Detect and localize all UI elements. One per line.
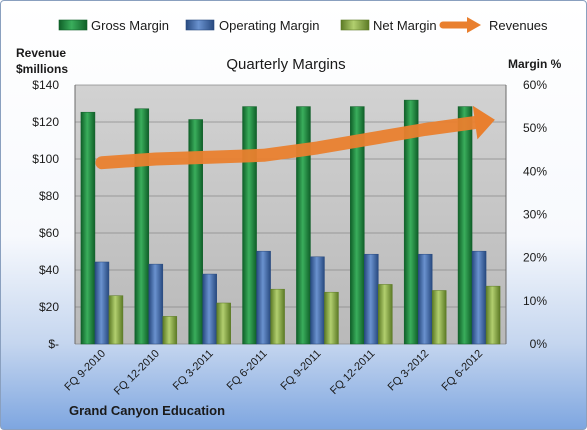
x-tick-label: FQ 12-2011 — [328, 348, 377, 397]
left-axis-ticks: $- $20 $40 $60 $80 $100 $120 $140 — [32, 78, 59, 351]
left-axis-title-line2: $millions — [16, 62, 68, 76]
left-axis-title-line1: Revenue — [16, 46, 66, 60]
gross-margin-bar — [296, 106, 311, 345]
gross-margin-bar — [350, 106, 365, 345]
legend-label: Operating Margin — [219, 18, 319, 33]
left-tick-label: $20 — [39, 300, 59, 314]
right-tick-label: 30% — [523, 208, 547, 222]
legend-item-revenues: Revenues — [439, 17, 548, 33]
legend-label: Revenues — [489, 18, 548, 33]
x-tick-label: FQ 6-2011 — [225, 348, 270, 393]
right-tick-label: 40% — [523, 164, 547, 178]
gross-margin-bar — [188, 119, 203, 345]
x-tick-label: FQ 6-2012 — [440, 348, 486, 394]
legend-label: Gross Margin — [91, 18, 169, 33]
operating-margin-bar — [94, 261, 110, 345]
net-margin-bar — [324, 291, 339, 345]
net-margin-bar — [216, 302, 231, 345]
right-tick-label: 10% — [523, 294, 547, 308]
right-tick-label: 60% — [523, 78, 547, 92]
net-margin-bar — [485, 285, 501, 345]
operating-margin-bar — [471, 250, 487, 345]
company-name: Grand Canyon Education — [69, 403, 225, 418]
right-axis-ticks: 0% 10% 20% 30% 40% 50% 60% — [523, 78, 547, 351]
operating-margin-bar — [148, 263, 164, 345]
revenue-series — [95, 105, 495, 170]
operating-margin-bar — [364, 253, 379, 345]
left-tick-label: $60 — [39, 226, 59, 240]
legend: Gross Margin Operating Margin Net Margin… — [58, 17, 548, 33]
legend-label: Net Margin — [373, 18, 437, 33]
operating-margin-bar — [310, 256, 325, 345]
x-tick-label: FQ 3-2011 — [171, 348, 216, 393]
right-tick-label: 50% — [523, 121, 547, 135]
bars — [80, 99, 501, 345]
net-margin-bar — [108, 295, 124, 345]
revenues-arrowhead — [472, 105, 495, 140]
left-tick-label: $120 — [32, 115, 59, 129]
gross-margin-bar — [403, 99, 419, 345]
gross-margin-bar — [80, 111, 96, 345]
legend-item-operating-margin: Operating Margin — [185, 18, 319, 33]
x-tick-label: FQ 9-2011 — [278, 348, 323, 393]
x-tick-label: FQ 12-2010 — [112, 348, 162, 398]
chart-title: Quarterly Margins — [226, 56, 345, 73]
operating-margin-bar — [417, 253, 433, 345]
gross-margin-bar — [457, 106, 473, 345]
legend-item-net-margin: Net Margin — [340, 18, 437, 33]
net-margin-bar — [270, 288, 285, 345]
operating-margin-bar — [202, 273, 217, 345]
x-axis-labels: FQ 9-2010 FQ 12-2010 FQ 3-2011 FQ 6-2011 FQ … — [62, 348, 485, 398]
right-axis-title: Margin % — [508, 57, 562, 71]
left-tick-label: $- — [48, 337, 59, 351]
operating-margin-bar — [256, 250, 271, 345]
gross-margin-bar — [242, 106, 257, 345]
left-tick-label: $100 — [32, 152, 59, 166]
net-margin-bar — [431, 290, 447, 345]
right-tick-label: 20% — [523, 251, 547, 265]
legend-item-gross-margin: Gross Margin — [58, 18, 169, 33]
net-margin-bar — [378, 284, 393, 345]
gross-margin-bar — [134, 108, 150, 345]
left-tick-label: $80 — [39, 189, 59, 203]
net-margin-bar — [162, 316, 178, 345]
revenues-line — [95, 115, 486, 170]
x-tick-label: FQ 9-2010 — [62, 348, 108, 394]
left-tick-label: $140 — [32, 78, 59, 92]
x-tick-label: FQ 3-2012 — [386, 348, 432, 394]
right-tick-label: 0% — [530, 337, 548, 351]
left-tick-label: $40 — [39, 263, 59, 277]
